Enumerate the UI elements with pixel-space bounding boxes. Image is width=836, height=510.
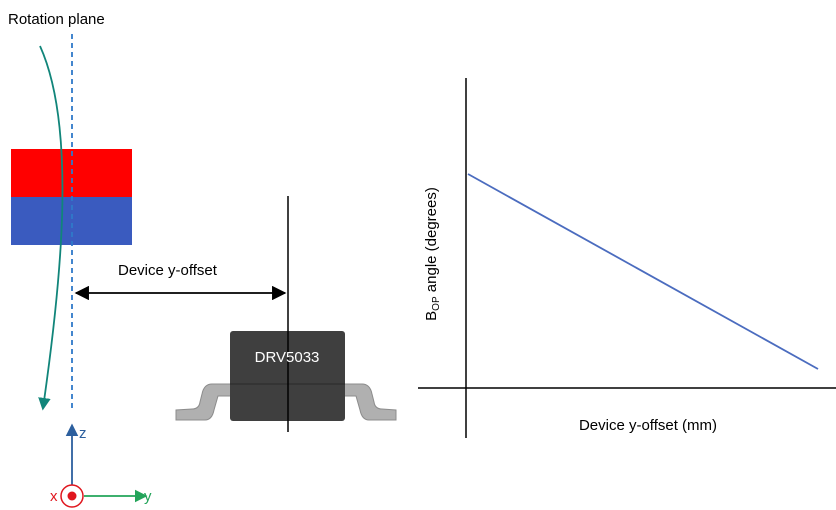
y-axis-label: y <box>144 488 152 505</box>
rotation-plane-label: Rotation plane <box>8 11 105 28</box>
x-axis-out-of-page-circle <box>60 484 84 508</box>
rotation-arrow <box>38 45 64 411</box>
bop-angle-trend-line <box>467 173 819 370</box>
chart-x-axis-label: Device y-offset (mm) <box>579 417 717 434</box>
x-axis-label: x <box>50 488 58 505</box>
y-label-b: B <box>423 311 440 321</box>
chip-part-label: DRV5033 <box>255 349 320 366</box>
chip-lead-left <box>175 383 233 421</box>
y-label-rest: angle (degrees) <box>423 187 440 296</box>
magnet-south-pole <box>11 197 132 245</box>
y-label-op-subscript: OP <box>431 296 442 311</box>
device-offset-label: Device y-offset <box>118 262 218 279</box>
chart-y-axis-label: BOP angle (degrees) <box>423 187 442 321</box>
z-axis-label: z <box>79 425 87 442</box>
chip-lead-right <box>342 383 397 421</box>
x-axis-dot <box>67 491 77 501</box>
